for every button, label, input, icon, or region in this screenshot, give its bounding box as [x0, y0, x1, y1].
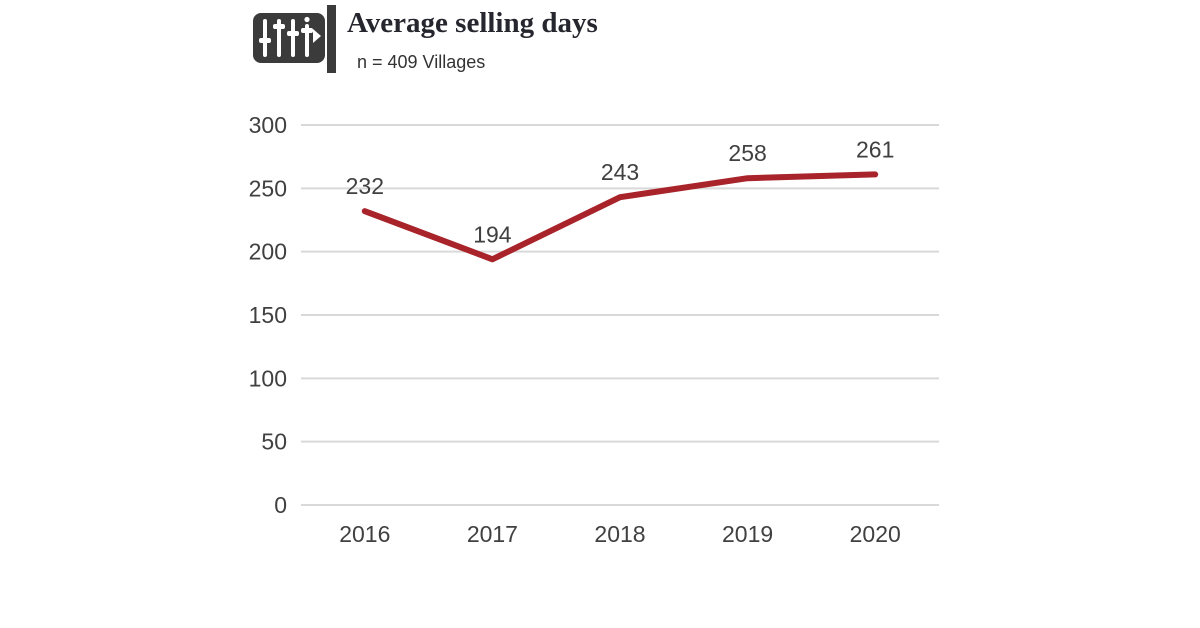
data-label: 243: [601, 159, 639, 185]
series-line: [361, 171, 879, 263]
y-tick-label: 0: [274, 492, 287, 518]
y-tick-label: 100: [249, 365, 287, 391]
x-tick-label: 2018: [594, 521, 645, 547]
data-label: 261: [856, 136, 894, 162]
x-tick-label: 2017: [467, 521, 518, 547]
y-tick-label: 50: [261, 429, 287, 455]
data-label: 194: [473, 221, 512, 247]
x-tick-label: 2020: [850, 521, 901, 547]
chart-title: Average selling days: [347, 7, 598, 39]
data-label: 232: [346, 173, 384, 199]
chart-subtitle: n = 409 Villages: [357, 52, 486, 72]
y-tick-label: 250: [249, 175, 287, 201]
y-tick-label: 150: [249, 302, 287, 328]
x-tick-label: 2016: [339, 521, 390, 547]
y-tick-label: 200: [249, 239, 287, 265]
data-label: 258: [728, 140, 766, 166]
header-accent-bar: [327, 5, 336, 73]
y-tick-label: 300: [249, 112, 287, 138]
equalizer-play-icon: [253, 13, 325, 63]
x-tick-label: 2019: [722, 521, 773, 547]
